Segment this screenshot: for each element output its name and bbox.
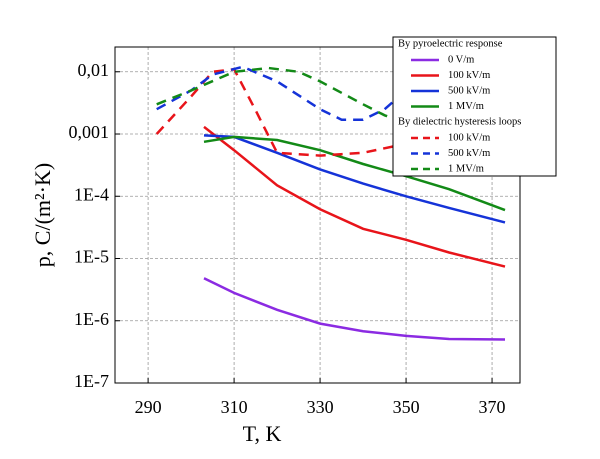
- legend-label: 100 kV/m: [448, 70, 490, 81]
- series-line: [203, 125, 506, 268]
- lines: [155, 65, 506, 341]
- legend-label: 500 kV/m: [448, 85, 490, 96]
- x-tick-label: 310: [221, 397, 248, 417]
- axes: 290 310 330 350 370 1E-7 1E-6 1E-5 1E-4 0,001 0,01: [69, 60, 506, 417]
- series-line: [203, 135, 506, 212]
- legend-group-title: By dielectric hysteresis loops: [398, 116, 521, 127]
- series-line: [156, 66, 407, 125]
- legend-label: 1 MV/m: [448, 101, 484, 112]
- y-axis-label: p, C/(m²·K): [30, 163, 55, 267]
- y-tick-label: 1E-6: [74, 309, 109, 329]
- y-tick-label: 1E-5: [74, 247, 109, 267]
- x-axis-label: T, K: [243, 421, 282, 446]
- x-tick-label: 290: [135, 397, 162, 417]
- y-tick-label: 1E-7: [74, 371, 109, 391]
- series-line: [203, 134, 506, 224]
- y-tick-label: 1E-4: [74, 184, 109, 204]
- series-line: [156, 65, 407, 121]
- plot-frame: [114, 46, 521, 384]
- series-line: [155, 67, 428, 157]
- legend-label: 0 V/m: [448, 54, 474, 65]
- legend-label: 1 MV/m: [448, 163, 484, 174]
- x-tick-label: 330: [307, 397, 334, 417]
- x-tick-label: 370: [479, 397, 506, 417]
- legend: By pyroelectric response 0 V/m 100 kV/m 500…: [392, 36, 557, 177]
- legend-group-title: By pyroelectric response: [398, 38, 503, 49]
- y-tick-label: 0,001: [69, 122, 110, 142]
- x-tick-label: 350: [393, 397, 420, 417]
- legend-label: 100 kV/m: [448, 132, 490, 143]
- legend-label: 500 kV/m: [448, 148, 490, 159]
- series-line: [203, 277, 506, 341]
- y-tick-label: 0,01: [78, 60, 110, 80]
